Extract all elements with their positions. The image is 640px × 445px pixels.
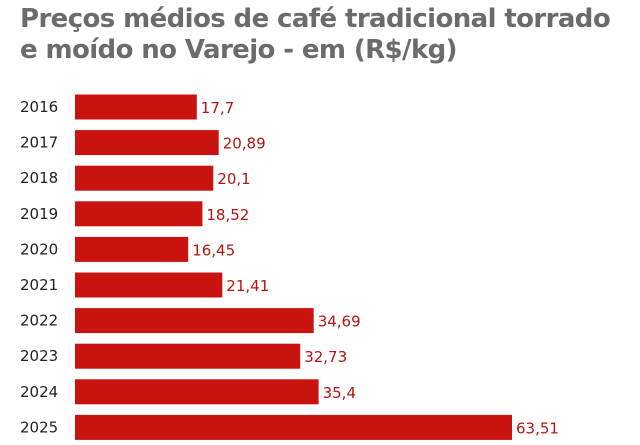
value-label: 20,1 [217, 170, 250, 188]
category-label: 2017 [20, 134, 58, 152]
value-label: 35,4 [323, 384, 356, 402]
value-label: 63,51 [516, 419, 559, 437]
bar [75, 343, 301, 369]
bar [75, 130, 219, 156]
bar [75, 236, 189, 262]
value-label: 20,89 [223, 135, 266, 153]
chart-title-line-2: e moído no Varejo - em (R$/kg) [20, 35, 458, 65]
bar [75, 201, 203, 227]
value-label: 21,41 [226, 277, 269, 295]
category-label: 2022 [20, 312, 58, 330]
bar [75, 272, 223, 298]
chart-title: Preços médios de café tradicional torrad… [20, 4, 630, 66]
category-label: 2021 [20, 276, 58, 294]
bar [75, 165, 214, 191]
value-label: 17,7 [201, 99, 234, 117]
value-label: 34,69 [318, 313, 361, 331]
category-label: 2016 [20, 98, 58, 116]
value-label: 32,73 [304, 348, 347, 366]
category-label: 2018 [20, 169, 58, 187]
category-label: 2020 [20, 240, 58, 258]
category-label: 2023 [20, 347, 58, 365]
category-label: 2024 [20, 383, 58, 401]
bar [75, 94, 197, 120]
bar [75, 308, 314, 334]
bar [75, 414, 512, 440]
category-label: 2025 [20, 418, 58, 436]
category-label: 2019 [20, 205, 58, 223]
bars-group: 2016 17,7 2017 20,89 2018 20,1 2019 18,52 2020 16… [20, 94, 559, 440]
bar [75, 379, 319, 405]
chart-title-line-1: Preços médios de café tradicional torrad… [20, 4, 611, 34]
value-label: 16,45 [192, 241, 235, 259]
value-label: 18,52 [206, 206, 249, 224]
